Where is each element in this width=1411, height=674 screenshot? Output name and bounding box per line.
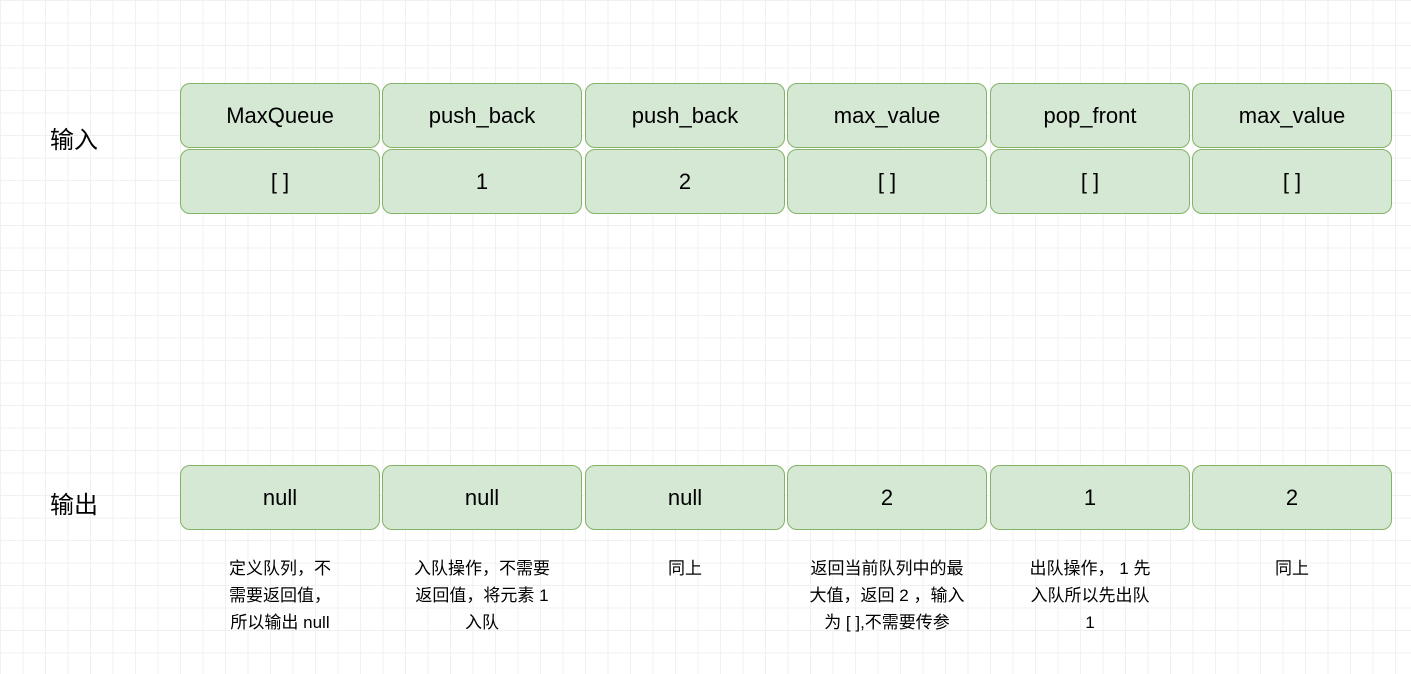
- input-arg-cell-4: [ ]: [990, 149, 1190, 214]
- input-op-cell-4: pop_front: [990, 83, 1190, 148]
- input-arg-cell-5: [ ]: [1192, 149, 1392, 214]
- output-cell-2: null: [585, 465, 785, 530]
- output-cell-4: 1: [990, 465, 1190, 530]
- input-op-cell-0: MaxQueue: [180, 83, 380, 148]
- desc-text-5: 同上: [1192, 555, 1392, 582]
- desc-text-0: 定义队列，不 需要返回值， 所以输出 null: [180, 555, 380, 637]
- label-output: 输出: [50, 485, 98, 520]
- input-op-cell-5: max_value: [1192, 83, 1392, 148]
- input-arg-cell-1: 1: [382, 149, 582, 214]
- desc-text-3: 返回当前队列中的最 大值，返回 2 ，输入 为 [ ],不需要传参: [787, 555, 987, 637]
- output-cell-3: 2: [787, 465, 987, 530]
- output-cell-0: null: [180, 465, 380, 530]
- input-arg-cell-2: 2: [585, 149, 785, 214]
- output-cell-5: 2: [1192, 465, 1392, 530]
- label-input: 输入: [50, 120, 98, 155]
- input-op-cell-1: push_back: [382, 83, 582, 148]
- output-cell-1: null: [382, 465, 582, 530]
- input-op-cell-2: push_back: [585, 83, 785, 148]
- desc-text-2: 同上: [585, 555, 785, 582]
- input-op-cell-3: max_value: [787, 83, 987, 148]
- input-arg-cell-0: [ ]: [180, 149, 380, 214]
- desc-text-1: 入队操作，不需要 返回值，将元素 1 入队: [382, 555, 582, 637]
- input-arg-cell-3: [ ]: [787, 149, 987, 214]
- desc-text-4: 出队操作， 1 先 入队所以先出队 1: [990, 555, 1190, 637]
